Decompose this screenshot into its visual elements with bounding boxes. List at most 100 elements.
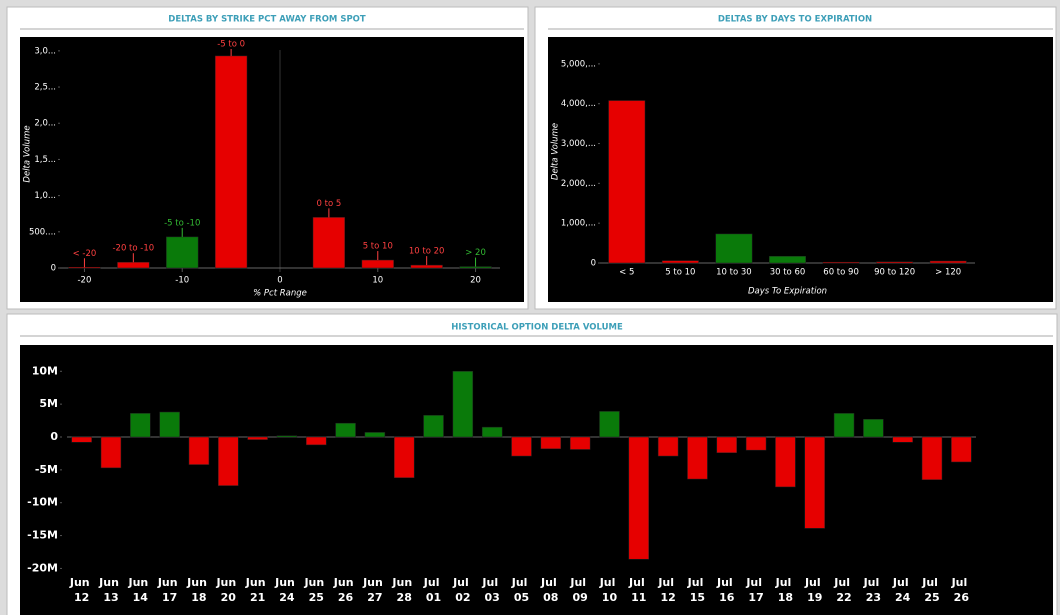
y-tick-label: 1,0...: [34, 191, 56, 201]
x-tick-label: Jul 11: [628, 576, 649, 604]
label-line: 01: [426, 591, 441, 604]
label-line: 17: [162, 591, 177, 604]
bar: [452, 371, 474, 438]
x-tick-label: Jul 10: [599, 576, 620, 604]
y-tick-label: 2,0...: [34, 119, 56, 129]
y-tick-label: -20M: [27, 561, 58, 574]
bar: [117, 261, 150, 269]
label-line: Jul: [775, 576, 796, 589]
x-tick-label: Jul 16: [716, 576, 737, 604]
plot-area: [20, 345, 1053, 615]
label-line: Jul: [687, 576, 708, 589]
label-line: 25: [924, 591, 939, 604]
chart-title: HISTORICAL OPTION DELTA VOLUME: [451, 323, 623, 333]
bar: [459, 266, 492, 269]
label-line: Jul: [452, 576, 473, 589]
bar: [804, 436, 825, 529]
bar: [599, 411, 620, 438]
data-label: < -20: [73, 249, 97, 259]
label-line: Jun: [69, 576, 94, 589]
x-tick-label: Jul 22: [833, 576, 854, 604]
data-label: -5 to -10: [164, 218, 200, 228]
label-line: 20: [221, 591, 237, 604]
bar: [892, 436, 913, 443]
bar: [863, 419, 884, 438]
label-line: 16: [719, 591, 735, 604]
y-tick-label: 0: [51, 264, 56, 274]
bar: [130, 413, 151, 438]
x-tick-label: Jun 14: [128, 576, 153, 604]
x-tick-label: Jul 18: [775, 576, 796, 604]
x-tick-label: Jul 03: [481, 576, 502, 604]
data-label: -5 to 0: [217, 40, 245, 50]
bar: [951, 436, 972, 463]
label-line: 11: [631, 591, 646, 604]
label-line: Jul: [657, 576, 678, 589]
bar: [361, 259, 394, 269]
label-line: Jul: [716, 576, 737, 589]
label-line: 26: [338, 591, 354, 604]
x-axis-title: % Pct Range: [253, 289, 307, 299]
x-tick-label: Jul 26: [951, 576, 972, 604]
label-line: 15: [690, 591, 705, 604]
bar: [423, 415, 444, 438]
y-tick-label: 0: [591, 259, 596, 269]
y-tick-label: 10M: [32, 364, 58, 377]
x-tick-label: Jul 25: [921, 576, 942, 604]
bar: [628, 436, 650, 560]
x-tick-label: Jun 24: [274, 576, 299, 604]
label-line: Jun: [215, 576, 240, 589]
x-tick-label: Jul 12: [657, 576, 678, 604]
label-line: Jul: [951, 576, 972, 589]
x-tick-label: Jun 21: [245, 576, 270, 604]
label-line: 24: [279, 591, 295, 604]
x-tick-label: > 120: [935, 268, 961, 278]
bar: [306, 436, 327, 446]
y-axis-title: Delta Volume: [551, 123, 561, 180]
bar: [833, 413, 855, 438]
label-line: 08: [543, 591, 558, 604]
bar: [929, 260, 967, 264]
x-tick-label: Jul 17: [745, 576, 766, 604]
label-line: Jun: [391, 576, 416, 589]
x-tick-label: 90 to 120: [874, 268, 915, 278]
x-tick-label: Jun 20: [215, 576, 240, 604]
label-line: 23: [866, 591, 881, 604]
y-tick-label: 0: [50, 430, 58, 443]
label-line: 12: [660, 591, 675, 604]
bar: [218, 436, 239, 486]
label-line: Jun: [274, 576, 299, 589]
label-line: 28: [397, 591, 412, 604]
y-tick-label: 2,000,...: [561, 179, 596, 189]
y-tick-label: 500....: [29, 227, 56, 237]
bar: [100, 436, 122, 469]
y-tick-label: 2,5...: [34, 83, 56, 93]
x-axis-title: Days To Expiration: [748, 287, 827, 297]
x-tick-label: Jul 19: [804, 576, 825, 604]
bar: [540, 436, 562, 450]
bar: [687, 436, 708, 480]
bar: [276, 435, 298, 438]
label-line: 05: [514, 591, 529, 604]
bar: [569, 436, 591, 450]
y-tick-label: 1,000,...: [561, 219, 596, 229]
y-tick-label: 3,000,...: [561, 139, 596, 149]
label-line: Jun: [362, 576, 387, 589]
bar: [775, 436, 796, 488]
label-line: Jul: [511, 576, 532, 589]
data-label: 0 to 5: [317, 199, 342, 209]
label-line: 17: [748, 591, 763, 604]
label-line: Jul: [569, 576, 590, 589]
chart-title: DELTAS BY STRIKE PCT AWAY FROM SPOT: [168, 15, 366, 25]
label-line: 22: [836, 591, 851, 604]
label-line: 03: [485, 591, 500, 604]
label-line: Jul: [892, 576, 913, 589]
bar: [715, 233, 753, 264]
y-tick-label: -5M: [35, 463, 58, 476]
label-line: 13: [103, 591, 118, 604]
bar: [716, 436, 737, 454]
label-line: Jun: [128, 576, 153, 589]
x-tick-label: Jul 08: [540, 576, 561, 604]
label-line: 18: [778, 591, 793, 604]
